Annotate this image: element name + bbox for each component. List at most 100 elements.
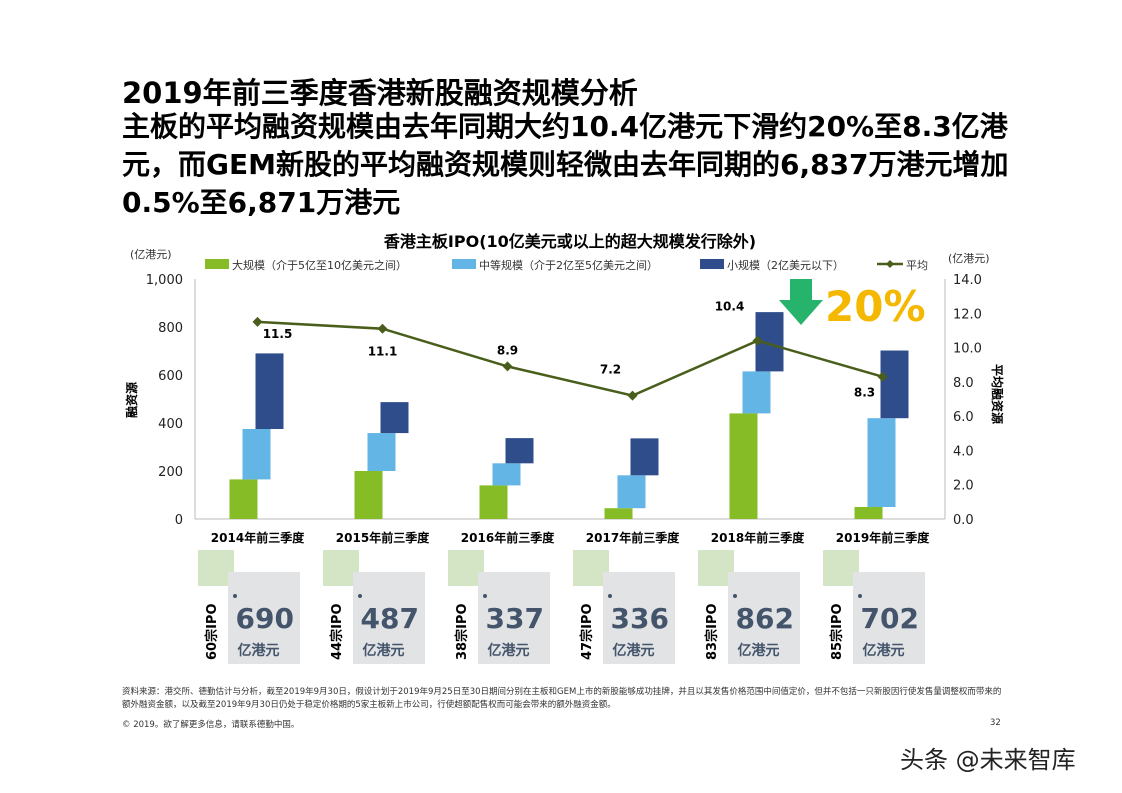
copyright: © 2019。欲了解更多信息，请联系德勤中国。 [122, 720, 300, 730]
total-unit: 亿港元 [612, 643, 655, 659]
x-tick-label: 2015年前三季度 [336, 530, 430, 545]
y-tick-label: 0 [175, 513, 183, 528]
ipo-count: 44宗IPO [329, 603, 345, 660]
average-label: 11.1 [368, 345, 398, 359]
bar [505, 438, 534, 464]
bullet-icon [732, 594, 737, 598]
y-tick-label: 200 [158, 465, 183, 480]
total-unit: 亿港元 [362, 643, 405, 659]
callout-percent: 20% [825, 282, 926, 331]
page-subtitle: 主板的平均融资规模由去年同期大约10.4亿港元下滑约20%至8.3亿港元，而GE… [122, 110, 1009, 219]
ipo-count: 47宗IPO [579, 603, 595, 660]
bar [229, 479, 258, 519]
total-value: 862 [735, 602, 794, 635]
y-tick-label: 600 [158, 369, 183, 384]
bullet-icon [857, 594, 862, 598]
down-arrow-icon [779, 279, 823, 325]
bullet-icon [482, 594, 487, 598]
bar [380, 402, 409, 434]
bar [242, 429, 271, 480]
bar [479, 485, 508, 519]
bar [604, 508, 633, 519]
bar [367, 433, 396, 471]
ipo-count: 38宗IPO [454, 603, 470, 660]
average-point [752, 335, 763, 346]
y2-tick-label: 12.0 [953, 307, 982, 322]
average-label: 7.2 [600, 363, 621, 377]
total-box [727, 572, 800, 664]
bar [492, 463, 521, 486]
legend-label: 中等规模（介于2亿至5亿美元之间） [479, 258, 658, 272]
total-box [352, 572, 425, 664]
y-unit: (亿港元) [130, 248, 172, 261]
x-tick-label: 2019年前三季度 [836, 530, 930, 545]
legend-label: 小规模（2亿美元以下） [727, 258, 844, 272]
total-box [227, 572, 300, 664]
total-box [602, 572, 675, 664]
y-tick-label: 800 [158, 321, 183, 336]
legend-swatch [452, 259, 476, 269]
bar [854, 507, 883, 519]
total-box [852, 572, 925, 664]
bar [729, 413, 758, 519]
y2-tick-label: 6.0 [953, 410, 974, 425]
bullet-icon [357, 594, 362, 598]
x-tick-label: 2017年前三季度 [586, 530, 680, 545]
ipo-count: 85宗IPO [829, 603, 845, 660]
average-point [502, 361, 513, 372]
bar [867, 418, 896, 507]
legend-marker [886, 260, 894, 268]
y2-axis-label: 平均融资源 [990, 364, 1005, 424]
bar [630, 438, 659, 476]
total-unit: 亿港元 [737, 643, 780, 659]
y-axis-label: 融资源 [124, 382, 139, 418]
page-title: 2019年前三季度香港新股融资规模分析 [122, 76, 638, 110]
total-value: 336 [610, 602, 669, 635]
average-label: 8.9 [497, 343, 518, 357]
total-value: 487 [360, 602, 419, 635]
legend-label: 平均 [906, 259, 928, 272]
total-value: 337 [485, 602, 544, 635]
bullet-icon [607, 594, 612, 598]
y2-unit: (亿港元) [948, 252, 990, 265]
chart-title: 香港主板IPO(10亿美元或以上的超大规模发行除外) [383, 232, 757, 251]
total-box [477, 572, 550, 664]
y2-tick-label: 8.0 [953, 376, 974, 391]
x-tick-label: 2018年前三季度 [711, 530, 805, 545]
average-point [377, 323, 388, 334]
chart: 0 200 400 600 800 1,000 0.0 2.0 4.0 6.0 8.0 10.0 12.… [124, 248, 1005, 545]
legend-swatch [205, 259, 229, 269]
average-point [627, 390, 638, 401]
average-point [877, 371, 888, 382]
bar [880, 350, 909, 419]
average-label: 10.4 [715, 300, 745, 314]
ipo-count: 83宗IPO [704, 603, 720, 660]
y2-tick-label: 2.0 [953, 479, 974, 494]
source-note: 资料来源：港交所、德勤估计与分析，截至2019年9月30日，假设计划于2019年… [122, 687, 1002, 710]
legend-label: 大规模（介于5亿至10亿美元之间） [232, 258, 407, 272]
bar [742, 371, 771, 414]
average-label: 8.3 [854, 386, 875, 400]
total-unit: 亿港元 [862, 643, 905, 659]
average-line [257, 320, 883, 397]
bar [617, 475, 646, 509]
page-number: 32 [990, 718, 1001, 728]
y-tick-label: 1,000 [146, 273, 183, 288]
y2-tick-label: 14.0 [953, 273, 982, 288]
legend-swatch [700, 259, 724, 269]
x-tick-label: 2016年前三季度 [461, 530, 555, 545]
y2-tick-label: 10.0 [953, 342, 982, 357]
average-label: 11.5 [263, 327, 293, 341]
ipo-count: 60宗IPO [204, 603, 220, 660]
y2-tick-label: 4.0 [953, 444, 974, 459]
bullet-icon [232, 594, 237, 598]
y-tick-label: 400 [158, 417, 183, 432]
total-unit: 亿港元 [487, 643, 530, 659]
total-value: 690 [235, 602, 294, 635]
y2-tick-label: 0.0 [953, 513, 974, 528]
average-point [252, 316, 263, 327]
bar [255, 353, 284, 429]
bar [354, 471, 383, 519]
watermark: 头条 @未来智库 [900, 746, 1076, 774]
total-value: 702 [860, 602, 919, 635]
